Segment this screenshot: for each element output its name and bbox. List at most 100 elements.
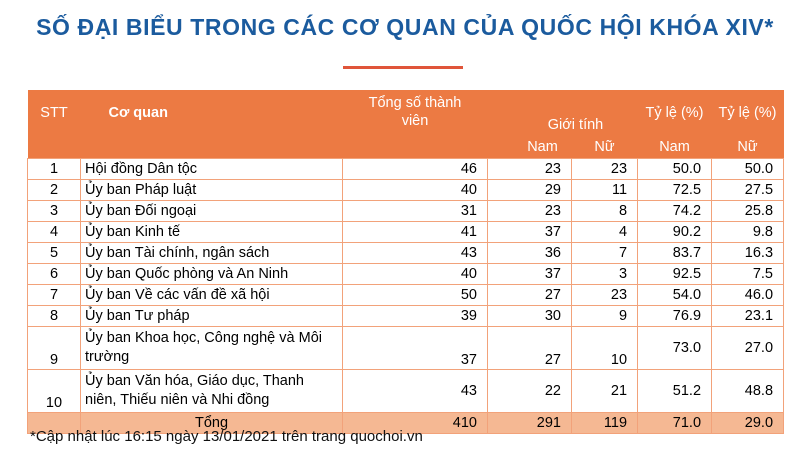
cell-pnam: 83.7 (637, 241, 713, 264)
cell-nam: 291 (487, 411, 572, 434)
cell-name: Ủy ban Pháp luật (80, 178, 343, 201)
cell-pnam: 76.9 (637, 304, 713, 327)
header-ty-le-nu-top: Tỷ lệ (%) (711, 90, 784, 136)
cell-pnu: 23.1 (711, 304, 785, 327)
cell-nu: 23 (570, 283, 639, 306)
cell-stt: 1 (27, 157, 81, 180)
cell-total: 43 (342, 241, 488, 264)
cell-pnu: 50.0 (711, 157, 785, 180)
cell-total: 39 (342, 304, 488, 327)
cell-name: Ủy ban Văn hóa, Giáo dục, Thanh niên, Th… (80, 368, 343, 413)
cell-empty (27, 411, 81, 434)
cell-nu: 8 (570, 199, 639, 222)
cell-nam: 37 (487, 220, 572, 243)
cell-nu: 4 (570, 220, 639, 243)
cell-name: Ủy ban Quốc phòng và An Ninh (80, 262, 343, 285)
cell-nam: 30 (487, 304, 572, 327)
cell-nam: 37 (487, 262, 572, 285)
cell-pnu: 25.8 (711, 199, 785, 222)
cell-nu: 9 (570, 304, 639, 327)
cell-nu: 11 (570, 178, 639, 201)
header-stt: STT (27, 90, 81, 158)
header-tong-so: Tổng số thành viên (342, 90, 488, 158)
cell-total: 37 (342, 325, 488, 370)
cell-name: Ủy ban Khoa học, Công nghệ và Môi trường (80, 325, 343, 370)
cell-name: Ủy ban Tư pháp (80, 304, 343, 327)
header-nu: Nữ (571, 136, 638, 158)
table-row: 3 Ủy ban Đối ngoại 31 23 8 74.2 25.8 (27, 199, 785, 222)
cell-nam: 29 (487, 178, 572, 201)
cell-pnam: 92.5 (637, 262, 713, 285)
cell-nam: 23 (487, 199, 572, 222)
table-row: 6 Ủy ban Quốc phòng và An Ninh 40 37 3 9… (27, 262, 785, 285)
cell-total-label: Tổng (80, 411, 343, 434)
cell-nu: 3 (570, 262, 639, 285)
header-gioi-tinh: Giới tính (487, 90, 638, 136)
cell-stt: 3 (27, 199, 81, 222)
cell-total: 46 (342, 157, 488, 180)
cell-pnu: 27.0 (711, 325, 785, 370)
cell-pnu: 9.8 (711, 220, 785, 243)
cell-pnam: 71.0 (637, 411, 713, 434)
delegates-table: STT Cơ quan Tổng số thành viên Giới tính… (27, 90, 785, 434)
table-row: 7 Ủy ban Về các vấn đề xã hội 50 27 23 5… (27, 283, 785, 306)
cell-nu: 21 (570, 368, 639, 413)
cell-pnu: 48.8 (711, 368, 785, 413)
title-divider (343, 66, 463, 69)
cell-pnu: 7.5 (711, 262, 785, 285)
cell-name: Ủy ban Về các vấn đề xã hội (80, 283, 343, 306)
cell-nu: 119 (570, 411, 639, 434)
cell-stt: 5 (27, 241, 81, 264)
cell-pnam: 74.2 (637, 199, 713, 222)
cell-pnam: 50.0 (637, 157, 713, 180)
table-row: 4 Ủy ban Kinh tế 41 37 4 90.2 9.8 (27, 220, 785, 243)
cell-pnam: 73.0 (637, 325, 713, 370)
cell-stt: 8 (27, 304, 81, 327)
cell-stt: 9 (27, 325, 81, 370)
header-ty-le-nu: Nữ (711, 136, 784, 158)
cell-nu: 7 (570, 241, 639, 264)
cell-nam: 27 (487, 325, 572, 370)
cell-total: 43 (342, 368, 488, 413)
cell-total: 41 (342, 220, 488, 243)
cell-nam: 23 (487, 157, 572, 180)
header-ty-le-nam-top: Tỷ lệ (%) (637, 90, 712, 136)
table-row: 9 Ủy ban Khoa học, Công nghệ và Môi trườ… (27, 325, 785, 370)
cell-stt: 6 (27, 262, 81, 285)
cell-pnam: 54.0 (637, 283, 713, 306)
page-title: SỐ ĐẠI BIỂU TRONG CÁC CƠ QUAN CỦA QUỐC H… (36, 14, 774, 40)
cell-name: Ủy ban Tài chính, ngân sách (80, 241, 343, 264)
header-co-quan: Cơ quan (80, 90, 343, 158)
cell-pnu: 29.0 (711, 411, 785, 434)
cell-total: 31 (342, 199, 488, 222)
cell-nam: 36 (487, 241, 572, 264)
table-row: 8 Ủy ban Tư pháp 39 30 9 76.9 23.1 (27, 304, 785, 327)
table-row: 1 Hội đồng Dân tộc 46 23 23 50.0 50.0 (27, 157, 785, 180)
cell-pnam: 51.2 (637, 368, 713, 413)
cell-name: Ủy ban Kinh tế (80, 220, 343, 243)
cell-nu: 23 (570, 157, 639, 180)
cell-name: Ủy ban Đối ngoại (80, 199, 343, 222)
cell-total: 40 (342, 178, 488, 201)
cell-stt: 7 (27, 283, 81, 306)
cell-stt: 10 (27, 368, 81, 413)
header-nam: Nam (487, 136, 572, 158)
cell-stt: 2 (27, 178, 81, 201)
cell-total: 40 (342, 262, 488, 285)
cell-pnam: 72.5 (637, 178, 713, 201)
cell-pnam: 90.2 (637, 220, 713, 243)
cell-pnu: 16.3 (711, 241, 785, 264)
cell-stt: 4 (27, 220, 81, 243)
total-row: Tổng 410 291 119 71.0 29.0 (27, 411, 785, 434)
cell-total: 410 (342, 411, 488, 434)
header-ty-le-nam: Nam (637, 136, 712, 158)
footnote: *Cập nhật lúc 16:15 ngày 13/01/2021 trên… (30, 428, 423, 445)
table-row: 10 Ủy ban Văn hóa, Giáo dục, Thanh niên,… (27, 368, 785, 413)
cell-pnu: 46.0 (711, 283, 785, 306)
cell-pnu: 27.5 (711, 178, 785, 201)
cell-total: 50 (342, 283, 488, 306)
cell-nam: 22 (487, 368, 572, 413)
table-row: 5 Ủy ban Tài chính, ngân sách 43 36 7 83… (27, 241, 785, 264)
cell-nam: 27 (487, 283, 572, 306)
table-row: 2 Ủy ban Pháp luật 40 29 11 72.5 27.5 (27, 178, 785, 201)
